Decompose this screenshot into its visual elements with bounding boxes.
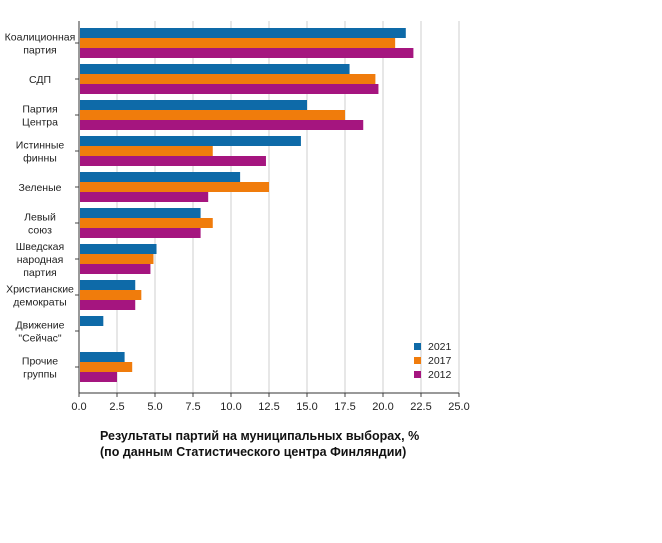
legend-swatch-2012: [414, 371, 421, 378]
category-label: демократы: [13, 297, 66, 309]
x-tick-label: 7.5: [185, 401, 200, 413]
category-label: народная: [17, 254, 64, 266]
category-label: Зеленые: [19, 182, 62, 194]
legend-label-2021: 2021: [428, 341, 452, 353]
bar-2021: [80, 352, 125, 362]
bar-2021: [80, 136, 301, 146]
legend: 2021 2017 2012: [414, 341, 452, 381]
bar-2021: [80, 244, 157, 254]
bar-2012: [80, 84, 379, 94]
x-tick-label: 22.5: [410, 401, 431, 413]
bar-2017: [80, 254, 154, 264]
bar-2012: [80, 300, 136, 310]
x-tick-label: 17.5: [334, 401, 355, 413]
category-label: Движение: [16, 320, 65, 332]
category-label: Шведская: [16, 241, 64, 253]
legend-swatch-2021: [414, 343, 421, 350]
category-label: Коалиционная: [5, 32, 76, 44]
bar-2021: [80, 208, 201, 218]
x-tick-label: 5.0: [147, 401, 162, 413]
x-tick-label: 20.0: [372, 401, 393, 413]
category-labels: КоалиционнаяпартияСДППартияЦентраИстинны…: [5, 32, 76, 381]
x-tick-labels: 0.0 2.5 5.0 7.5 10.0 12.5 15.0 17.5 20.0 22.5 25.0: [71, 401, 469, 413]
category-label: группы: [23, 369, 57, 381]
category-label: партия: [23, 45, 57, 57]
bar-2012: [80, 372, 117, 382]
bar-2012: [80, 264, 151, 274]
category-label: Партия: [22, 104, 57, 116]
x-tick-label: 12.5: [258, 401, 279, 413]
bar-2021: [80, 316, 104, 326]
bar-2012: [80, 48, 414, 58]
category-label: "Сейчас": [18, 333, 62, 345]
bar-2021: [80, 100, 307, 110]
bar-2012: [80, 228, 201, 238]
bar-2017: [80, 74, 376, 84]
legend-label-2017: 2017: [428, 355, 452, 367]
category-label: Христианские: [6, 284, 74, 296]
bar-2012: [80, 192, 209, 202]
category-label: Левый: [24, 212, 56, 224]
bar-2017: [80, 290, 142, 300]
x-tick-label: 15.0: [296, 401, 317, 413]
chart-title: Результаты партий на муниципальных выбор…: [100, 429, 420, 443]
chart-subtitle: (по данным Статистического центра Финлян…: [100, 445, 407, 459]
category-label: Истинные: [16, 140, 65, 152]
bar-2021: [80, 280, 136, 290]
bar-2017: [80, 218, 213, 228]
x-tick-label: 0.0: [71, 401, 86, 413]
bar-2021: [80, 172, 241, 182]
bar-2012: [80, 156, 266, 166]
category-label: партия: [23, 267, 57, 279]
category-label: Прочие: [22, 356, 58, 368]
category-label: Центра: [22, 117, 58, 129]
chart-caption: Результаты партий на муниципальных выбор…: [100, 428, 419, 460]
category-label: финны: [23, 153, 57, 165]
category-label: союз: [28, 225, 52, 237]
category-label: СДП: [29, 74, 51, 86]
legend-swatch-2017: [414, 357, 421, 364]
bar-2012: [80, 120, 364, 130]
bars: [80, 28, 414, 382]
bar-2017: [80, 38, 396, 48]
x-tick-label: 2.5: [109, 401, 124, 413]
bar-2017: [80, 362, 133, 372]
bar-2021: [80, 64, 350, 74]
x-tick-label: 25.0: [448, 401, 469, 413]
bar-2017: [80, 110, 345, 120]
axes: [75, 21, 460, 397]
bar-2021: [80, 28, 406, 38]
legend-label-2012: 2012: [428, 369, 452, 381]
bar-2017: [80, 182, 269, 192]
bar-2017: [80, 146, 213, 156]
x-tick-label: 10.0: [220, 401, 241, 413]
